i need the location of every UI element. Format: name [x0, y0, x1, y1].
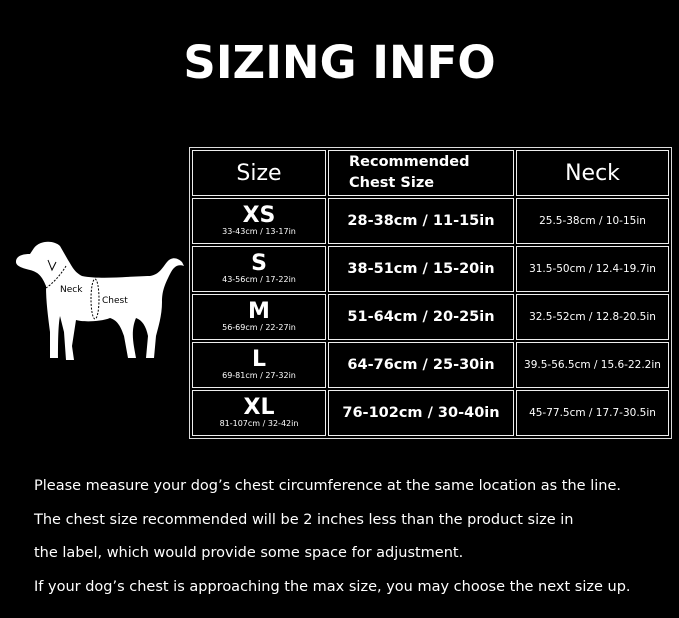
size-label: XL [243, 395, 275, 420]
chest-cell: 64-76cm / 25-30in [328, 342, 514, 388]
size-label: S [251, 251, 267, 276]
size-label: XS [242, 203, 276, 228]
size-range: 81-107cm / 32-42in [219, 419, 299, 428]
neck-label: Neck [60, 285, 83, 295]
chest-line [90, 278, 100, 320]
size-range: 56-69cm / 22-27in [222, 323, 296, 332]
chest-cell: 38-51cm / 15-20in [328, 246, 514, 292]
neck-cell: 39.5-56.5cm / 15.6-22.2in [516, 342, 669, 388]
table-row: M 56-69cm / 22-27in 51-64cm / 20-25in 32.… [192, 294, 669, 340]
size-range: 43-56cm / 17-22in [222, 275, 296, 284]
size-label: L [251, 347, 267, 372]
size-cell: XL 81-107cm / 32-42in [192, 390, 326, 436]
table-row: XL 81-107cm / 32-42in 76-102cm / 30-40in … [192, 390, 669, 436]
header-neck: Neck [516, 150, 669, 196]
table-row: XS 33-43cm / 13-17in 28-38cm / 11-15in 25… [192, 198, 669, 244]
table-row: S 43-56cm / 17-22in 38-51cm / 15-20in 31.… [192, 246, 669, 292]
header-chest: Recommended Chest Size [328, 150, 514, 196]
size-range: 33-43cm / 13-17in [222, 227, 296, 236]
note-line: the label, which would provide some spac… [34, 545, 464, 561]
size-cell: S 43-56cm / 17-22in [192, 246, 326, 292]
note-line: The chest size recommended will be 2 inc… [34, 511, 574, 528]
table-header: Size Recommended Chest Size Neck [192, 150, 669, 196]
note-line: Please measure your dog’s chest circumfe… [34, 478, 621, 494]
size-cell: XS 33-43cm / 13-17in [192, 198, 326, 244]
chest-cell: 28-38cm / 11-15in [328, 198, 514, 244]
neck-cell: 31.5-50cm / 12.4-19.7in [516, 246, 669, 292]
size-cell: L 69-81cm / 27-32in [192, 342, 326, 388]
chest-label: Chest [102, 296, 128, 306]
size-cell: M 56-69cm / 22-27in [192, 294, 326, 340]
table-row: L 69-81cm / 27-32in 64-76cm / 25-30in 39.… [192, 342, 669, 388]
neck-cell: 45-77.5cm / 17.7-30.5in [516, 390, 669, 436]
dog-silhouette [16, 241, 184, 360]
chest-cell: 76-102cm / 30-40in [328, 390, 514, 436]
header-chest-line1: Recommended [349, 154, 470, 170]
note-line: If your dog’s chest is approaching the m… [34, 578, 631, 595]
chest-cell: 51-64cm / 20-25in [328, 294, 514, 340]
header-chest-line2: Chest Size [349, 175, 435, 191]
size-range: 69-81cm / 27-32in [222, 371, 296, 380]
header-size: Size [192, 150, 326, 196]
neck-cell: 25.5-38cm / 10-15in [516, 198, 669, 244]
size-label: M [248, 299, 270, 324]
page-title: SIZING INFO [183, 36, 496, 89]
sizing-table: Size Recommended Chest Size Neck XS 33-43c… [189, 147, 672, 439]
dog-measurement-diagram: Neck Chest [16, 241, 184, 360]
measurement-notes: Please measure your dog’s chest circumfe… [34, 470, 631, 604]
neck-cell: 32.5-52cm / 12.8-20.5in [516, 294, 669, 340]
